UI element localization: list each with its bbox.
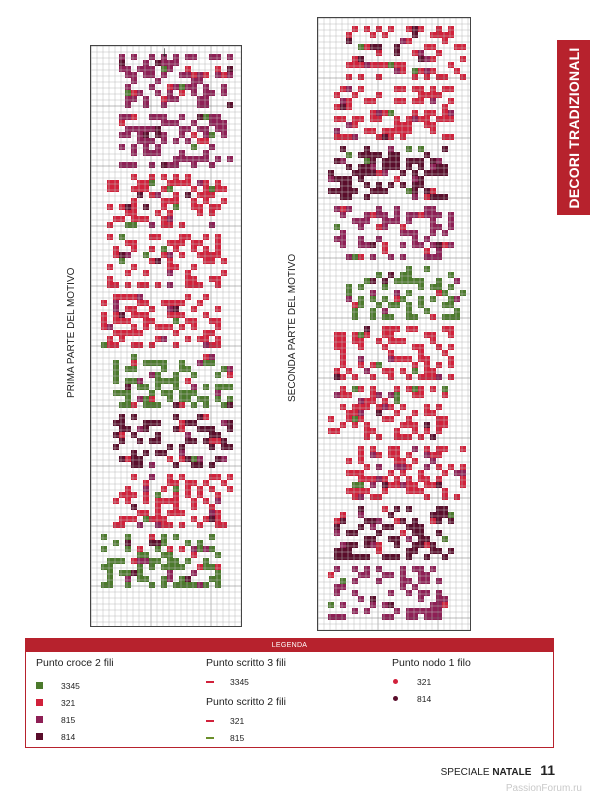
- watermark: PassionForum.ru: [505, 783, 582, 794]
- legend-knot: Punto nodo 1 filo 321 814: [392, 657, 471, 707]
- line-swatch: [206, 680, 214, 683]
- legend-item: 321: [392, 673, 471, 690]
- thread-code: 815: [61, 714, 76, 725]
- legend-backstitch-3: Punto scritto 3 fili 3345 Punto scritto …: [206, 657, 286, 746]
- legend-cross-stitch: Punto croce 2 fili 3345 321 815 814: [36, 657, 114, 745]
- legend-backstitch-3-title: Punto scritto 3 fili: [206, 657, 286, 669]
- section-tab: DECORI TRADIZIONALI: [557, 40, 590, 215]
- legend-item: 815: [206, 729, 286, 746]
- legend-backstitch-2-title: Punto scritto 2 fili: [206, 696, 286, 708]
- thread-code: 814: [61, 731, 76, 742]
- legend-item: 3345: [206, 673, 286, 690]
- legend-box: LEGENDA Punto croce 2 fili 3345 321 815 …: [25, 638, 554, 748]
- footer-brand: NATALE: [492, 767, 532, 778]
- page-number: 11: [540, 762, 555, 778]
- legend-item: 321: [206, 712, 286, 729]
- thread-code: 321: [230, 715, 245, 726]
- line-swatch: [206, 736, 214, 739]
- knot-swatch: [393, 696, 398, 701]
- chart-1-label: PRIMA PARTE DEL MOTIVO: [66, 267, 77, 398]
- section-tab-label: DECORI TRADIZIONALI: [565, 47, 582, 208]
- color-swatch: [36, 716, 43, 723]
- color-swatch: [36, 682, 43, 689]
- thread-code: 3345: [61, 680, 80, 691]
- thread-code: 321: [417, 676, 432, 687]
- legend-item: 815: [36, 711, 114, 728]
- thread-code: 3345: [230, 676, 249, 687]
- chart-second-part: [317, 17, 471, 631]
- color-swatch: [36, 733, 43, 740]
- legend-item: 814: [392, 690, 471, 707]
- thread-code: 321: [61, 697, 76, 708]
- legend-item: 321: [36, 694, 114, 711]
- legend-title: LEGENDA: [26, 639, 553, 652]
- chart-2-label: SECONDA PARTE DEL MOTIVO: [287, 253, 298, 402]
- legend-knot-title: Punto nodo 1 filo: [392, 657, 471, 669]
- legend-cross-stitch-title: Punto croce 2 fili: [36, 657, 114, 669]
- footer-prefix: SPECIALE: [440, 767, 490, 778]
- thread-code: 815: [230, 732, 245, 743]
- knot-swatch: [393, 679, 398, 684]
- legend-item: 814: [36, 728, 114, 745]
- center-arrow-icon: ↓: [161, 43, 168, 59]
- page-footer: SPECIALE NATALE 11: [441, 762, 555, 778]
- thread-code: 814: [417, 693, 432, 704]
- color-swatch: [36, 699, 43, 706]
- chart-first-part: [90, 45, 242, 627]
- line-swatch: [206, 719, 214, 722]
- legend-item: 3345: [36, 677, 114, 694]
